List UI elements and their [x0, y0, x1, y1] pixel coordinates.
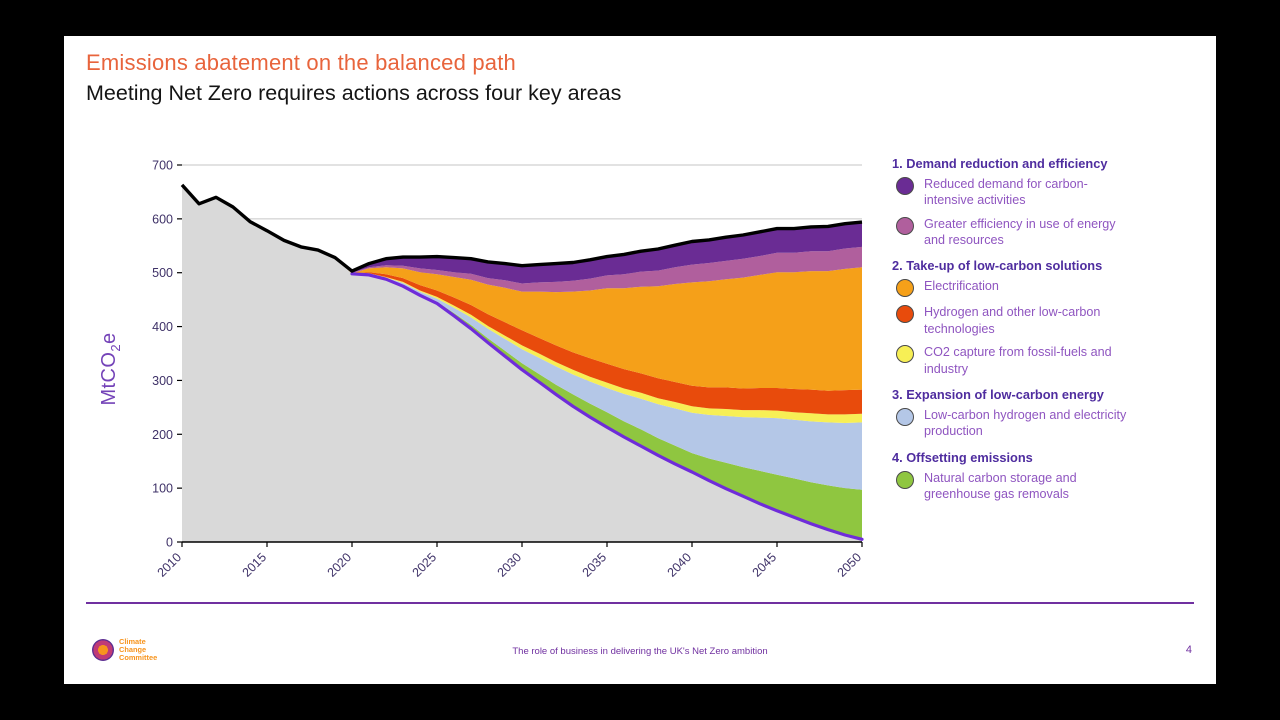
legend-item: Low-carbon hydrogen and electricity prod… [892, 407, 1207, 440]
emissions-stacked-area-chart: 2010 2015 2020 2025 2030 2035 2040 2045 2050 0 100… [152, 159, 865, 580]
ccc-logo-line: Committee [119, 653, 158, 663]
legend-group-offsetting: 4. Offsetting emissions Natural carbon s… [892, 450, 1207, 503]
ccc-logo: Climate Change Committee [92, 637, 158, 663]
legend-item: Natural carbon storage and greenhouse ga… [892, 470, 1207, 503]
ccc-rings-icon [92, 639, 114, 662]
page-subtitle: Meeting Net Zero requires actions across… [86, 81, 622, 105]
svg-text:200: 200 [152, 428, 173, 442]
svg-text:2020: 2020 [325, 550, 355, 580]
presentation-slide: Emissions abatement on the balanced path… [64, 36, 1216, 684]
legend-item: Greater efficiency in use of energy and … [892, 216, 1207, 249]
svg-text:2035: 2035 [580, 550, 610, 580]
svg-text:500: 500 [152, 266, 173, 280]
svg-text:2030: 2030 [495, 550, 525, 580]
legend-swatch-icon [896, 470, 914, 489]
svg-text:600: 600 [152, 212, 173, 226]
page-number: 4 [1185, 644, 1192, 656]
footer: Climate Change Committee The role of bus… [86, 634, 1194, 678]
svg-text:2010: 2010 [155, 550, 185, 580]
y-axis-title-main: MtCO [98, 351, 120, 406]
y-axis-title-suffix: e [98, 332, 120, 345]
legend-item: CO2 capture from fossil-fuels and indust… [892, 344, 1207, 377]
legend-item: Reduced demand for carbon-intensive acti… [892, 176, 1207, 209]
legend-item: Electrification [892, 278, 1207, 298]
legend-group-title: 3. Expansion of low-carbon energy [892, 386, 1104, 402]
chart-legend: 1. Demand reduction and efficiency Reduc… [892, 156, 1207, 512]
legend-item-label: CO2 capture from fossil-fuels and indust… [924, 345, 1112, 376]
legend-item: Hydrogen and other low-carbon technologi… [892, 304, 1207, 337]
ccc-logo-text: Climate Change Committee [119, 637, 158, 663]
legend-swatch-icon [896, 279, 914, 298]
svg-text:100: 100 [152, 482, 173, 496]
footer-divider [86, 602, 1194, 604]
legend-group-demand-reduction: 1. Demand reduction and efficiency Reduc… [892, 156, 1207, 248]
legend-item-label: Reduced demand for carbon-intensive acti… [924, 177, 1088, 208]
footer-title: The role of business in delivering the U… [512, 646, 768, 657]
svg-text:2050: 2050 [835, 550, 865, 580]
legend-item-label: Low-carbon hydrogen and electricity prod… [924, 407, 1127, 439]
legend-swatch-icon [896, 177, 914, 195]
svg-text:2025: 2025 [410, 550, 440, 580]
legend-swatch-icon [896, 216, 914, 235]
svg-text:400: 400 [152, 320, 173, 334]
legend-group-low-carbon-energy: 3. Expansion of low-carbon energy Low-ca… [892, 387, 1207, 440]
legend-group-title: 2. Take-up of low-carbon solutions [892, 258, 1103, 274]
legend-group-title: 4. Offsetting emissions [892, 449, 1033, 465]
legend-item-label: Electrification [924, 279, 999, 294]
svg-text:700: 700 [152, 159, 173, 173]
ccc-logo-line: Change [119, 645, 147, 655]
svg-text:300: 300 [152, 374, 173, 388]
ccc-logo-line: Climate [119, 637, 146, 646]
page-title: Emissions abatement on the balanced path [86, 50, 516, 75]
legend-item-label: Natural carbon storage and greenhouse ga… [924, 470, 1077, 501]
legend-swatch-icon [896, 305, 914, 324]
legend-item-label: Hydrogen and other low-carbon technologi… [924, 305, 1101, 336]
legend-group-title: 1. Demand reduction and efficiency [892, 156, 1108, 171]
legend-swatch-icon [896, 407, 914, 426]
legend-group-low-carbon-solutions: 2. Take-up of low-carbon solutions Elect… [892, 258, 1207, 376]
legend-item-label: Greater efficiency in use of energy and … [924, 216, 1116, 248]
svg-text:2045: 2045 [750, 550, 780, 580]
svg-text:2015: 2015 [240, 550, 270, 580]
svg-text:0: 0 [166, 536, 173, 550]
svg-text:2040: 2040 [665, 550, 695, 580]
legend-swatch-icon [896, 345, 914, 364]
